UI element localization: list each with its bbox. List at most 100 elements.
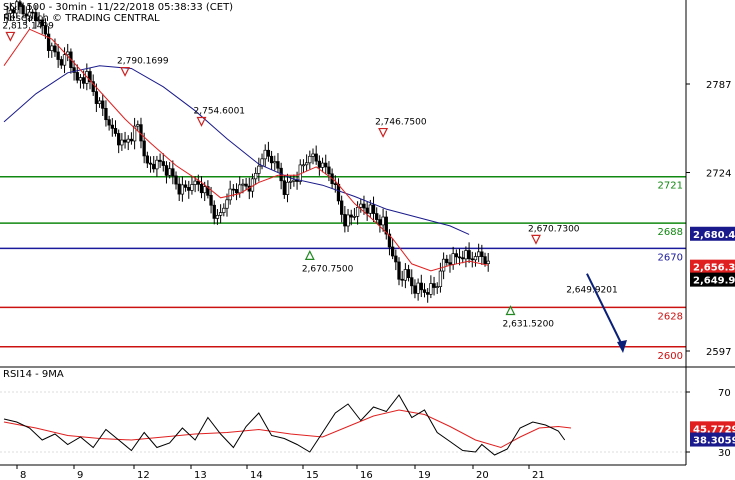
slow-moving-average-line	[3, 65, 470, 235]
top-marker-icon	[531, 234, 541, 245]
rsi-tag-rsi-label: 38.3059	[693, 436, 735, 447]
candle-down	[145, 155, 150, 164]
bottom-marker-icon	[304, 250, 315, 260]
candle-down	[445, 258, 449, 264]
rsi-title: RSI14 - 9MA	[3, 369, 64, 380]
candle-down	[152, 163, 156, 170]
top-marker-icon	[120, 66, 131, 77]
candle-down	[18, 1, 22, 6]
candle-down	[483, 256, 487, 265]
candle-down	[365, 207, 369, 214]
price-annotation: 2,790.1699	[117, 57, 169, 67]
candle-down	[317, 160, 322, 168]
rsi-tag-ma-box	[690, 421, 735, 436]
candle-down	[426, 292, 430, 295]
rsi-tag-rsi-box	[690, 432, 735, 447]
candle-up	[260, 158, 264, 167]
candle-up	[355, 206, 360, 217]
candle-down	[164, 165, 169, 176]
price-tag-ma_fast-box	[690, 259, 735, 274]
candle-down	[206, 186, 210, 196]
fast-moving-average-line	[3, 28, 489, 272]
candle-up	[66, 51, 70, 56]
day-tick-label: 21	[532, 470, 545, 480]
candle-up	[225, 199, 229, 209]
price-annotation: 2,631.5200	[503, 319, 555, 329]
candle-down	[406, 269, 411, 279]
candle-down	[362, 203, 366, 209]
candle-up	[8, 9, 13, 14]
candle-up	[218, 212, 223, 216]
candle-down	[123, 139, 127, 143]
day-tick-label: 8	[20, 470, 26, 480]
candle-down	[187, 187, 191, 191]
candle-down	[276, 161, 280, 169]
candle-down	[104, 108, 108, 121]
price-annotation: 2,746.7500	[375, 118, 427, 128]
candle-down	[148, 162, 153, 165]
candle-down	[480, 251, 484, 257]
candle-up	[381, 216, 385, 226]
candle-down	[467, 250, 471, 260]
candle-up	[320, 162, 325, 168]
day-tick-label: 20	[476, 470, 489, 480]
candle-down	[199, 183, 204, 194]
candle-down	[196, 180, 200, 185]
price-tick-label: 2597	[706, 347, 731, 358]
candle-up	[368, 204, 372, 214]
candle-down	[295, 179, 299, 182]
candle-up	[126, 138, 130, 143]
price-tick-label: 2724	[706, 169, 731, 180]
day-tick-label: 19	[418, 470, 431, 480]
forecast-arrow-line	[586, 273, 623, 346]
candle-up	[215, 215, 220, 219]
candle-up	[308, 155, 312, 164]
candle-down	[282, 180, 286, 195]
candle-up	[263, 149, 267, 160]
candle-down	[88, 71, 92, 82]
day-tick-label: 12	[137, 470, 150, 480]
price-tick-label: 2787	[706, 80, 731, 91]
candle-up	[438, 270, 443, 287]
candle-down	[161, 161, 165, 166]
candle-down	[209, 194, 213, 206]
candle-down	[21, 5, 25, 15]
candle-down	[117, 133, 121, 146]
candle-down	[394, 255, 398, 263]
candle-down	[422, 289, 427, 293]
candle-down	[11, 9, 16, 14]
candle-up	[476, 251, 481, 257]
candle-down	[470, 258, 474, 261]
candle-down	[212, 204, 216, 219]
candle-up	[301, 164, 306, 167]
candle-up	[27, 11, 32, 17]
candle-up	[78, 77, 83, 81]
candle-up	[193, 180, 197, 185]
candle-down	[183, 184, 188, 188]
candle-up	[352, 216, 357, 218]
level-label-2688: 2688	[658, 227, 683, 238]
candle-up	[403, 269, 408, 281]
rsi-tick-label: 70	[718, 388, 731, 399]
levels-layer: 2721 2688 2670 2628 2600	[0, 175, 686, 362]
price-tag-ma_fast-label: 2,656.3	[693, 263, 735, 274]
candle-up	[241, 183, 245, 186]
candle-down	[53, 45, 57, 53]
candle-down	[113, 128, 118, 134]
candle-down	[142, 140, 146, 157]
candle-up	[254, 173, 258, 180]
candle-up	[238, 184, 242, 194]
candle-up	[15, 1, 19, 14]
candle-down	[324, 162, 328, 168]
candle-down	[378, 219, 382, 226]
candle-up	[451, 253, 455, 265]
candle-up	[435, 286, 439, 288]
candle-up	[155, 159, 159, 170]
price-tag-ma_slow-box	[690, 226, 735, 241]
candle-down	[333, 183, 337, 185]
candle-up	[5, 13, 9, 20]
candle-up	[292, 179, 296, 182]
